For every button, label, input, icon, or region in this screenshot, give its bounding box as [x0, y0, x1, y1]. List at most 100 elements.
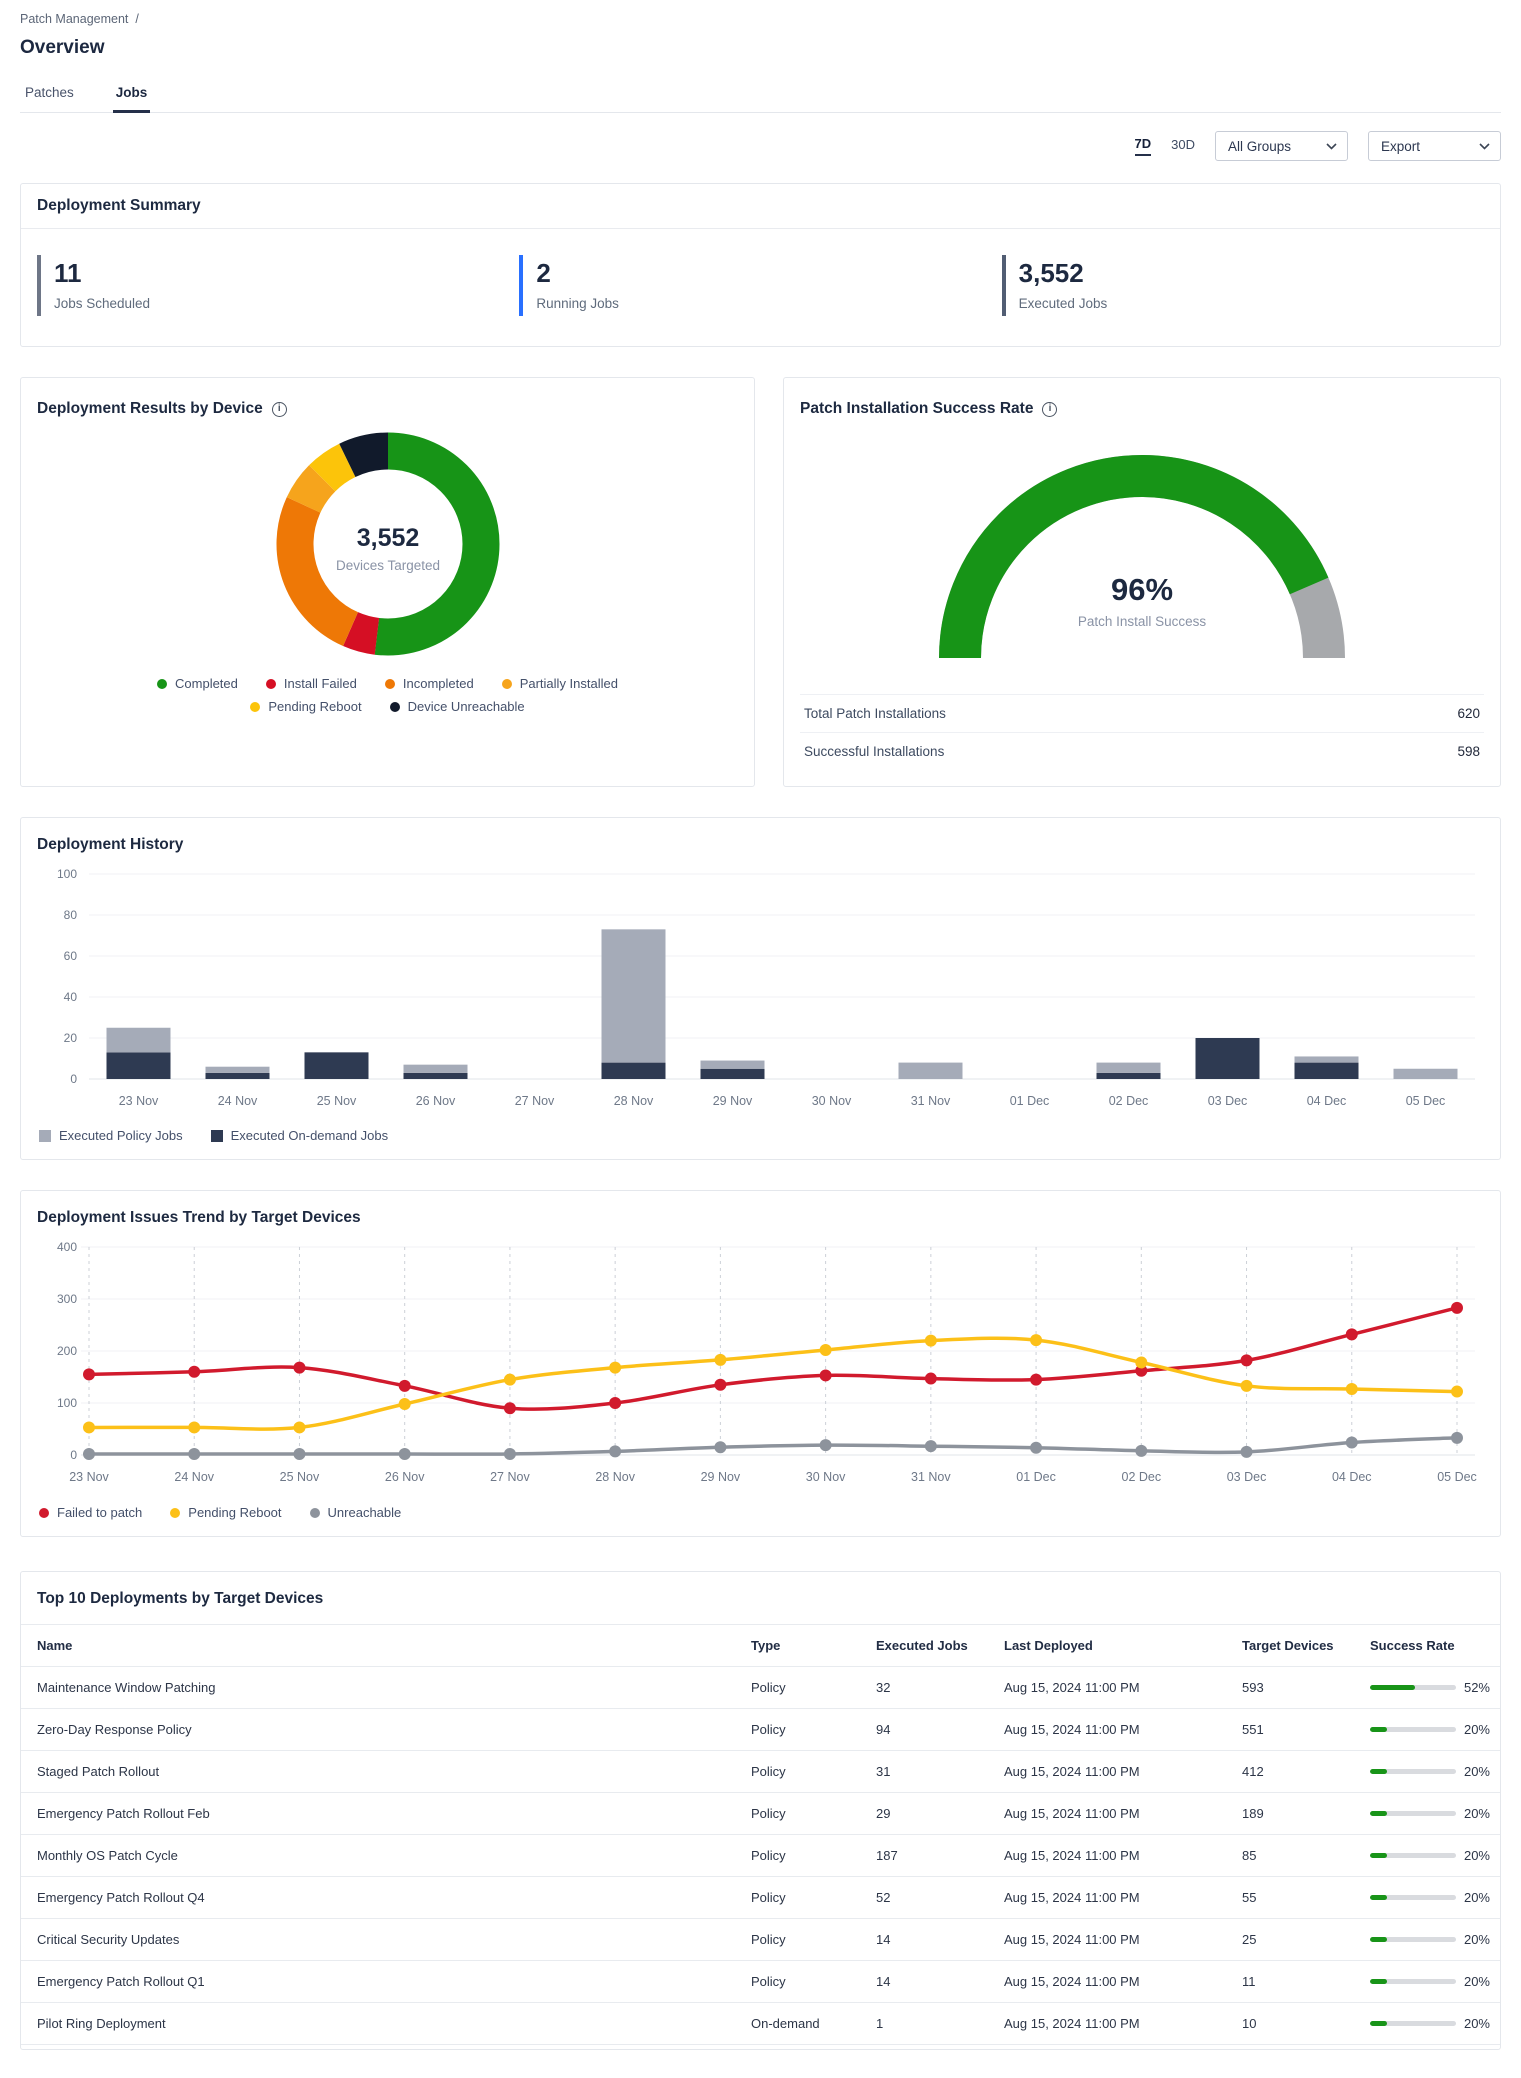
legend-item-install-failed[interactable]: Install Failed [265, 676, 357, 691]
table-row-emergency-patch-rollout-feb[interactable]: Emergency Patch Rollout Feb Policy 29 Aug 1… [21, 1793, 1500, 1835]
bar-25-nov-executed-on-demand-jobs[interactable] [304, 1052, 369, 1079]
legend-item-completed[interactable]: Completed [157, 676, 238, 691]
column-header-type[interactable]: Type [751, 1638, 781, 1653]
table-row-zero-day-response-policy[interactable]: Zero-Day Response Policy Policy 94 Aug 15, … [21, 1709, 1500, 1751]
bar-29-nov-executed-policy-jobs[interactable] [700, 1060, 765, 1069]
point-unreachable-24-nov[interactable] [188, 1447, 201, 1460]
point-pending-reboot-03-dec[interactable] [1240, 1379, 1253, 1392]
point-pending-reboot-24-nov[interactable] [188, 1421, 201, 1434]
point-failed-to-patch-05-dec[interactable] [1451, 1301, 1463, 1314]
point-pending-reboot-01-dec[interactable] [1030, 1334, 1043, 1347]
bar-04-dec-executed-on-demand-jobs[interactable] [1294, 1062, 1359, 1079]
point-failed-to-patch-30-nov[interactable] [819, 1369, 832, 1382]
donut-slice-incompleted[interactable] [272, 428, 504, 660]
bar-04-dec-executed-policy-jobs[interactable] [1294, 1056, 1359, 1063]
column-header-executed-jobs[interactable]: Executed Jobs [876, 1638, 968, 1653]
point-unreachable-30-nov[interactable] [819, 1439, 832, 1452]
table-row-staged-patch-rollout[interactable]: Staged Patch Rollout Policy 31 Aug 15, 2024… [21, 1751, 1500, 1793]
column-header-name[interactable]: Name [37, 1638, 73, 1653]
bar-28-nov-executed-policy-jobs[interactable] [601, 929, 666, 1063]
point-pending-reboot-26-nov[interactable] [398, 1398, 411, 1411]
info-icon[interactable]: i [271, 401, 287, 417]
point-pending-reboot-30-nov[interactable] [819, 1343, 832, 1356]
table-row-pilot-ring-deployment[interactable]: Pilot Ring Deployment On-demand 1 Aug 15, 2… [21, 2003, 1500, 2045]
point-failed-to-patch-01-dec[interactable] [1030, 1373, 1043, 1386]
breadcrumb-patch-management[interactable]: Patch Management [20, 12, 129, 26]
bar-24-nov-executed-on-demand-jobs[interactable] [205, 1072, 270, 1079]
tab-jobs[interactable]: Jobs [112, 85, 151, 113]
group-select[interactable]: All Groups [1215, 131, 1348, 161]
legend-item-incompleted[interactable]: Incompleted [384, 676, 474, 691]
point-failed-to-patch-02-dec[interactable] [1135, 1364, 1148, 1377]
tab-patches[interactable]: Patches [25, 85, 74, 100]
bar-05-dec-executed-policy-jobs[interactable] [1393, 1068, 1458, 1079]
point-failed-to-patch-31-nov[interactable] [924, 1372, 937, 1385]
point-unreachable-28-nov[interactable] [609, 1445, 622, 1458]
point-unreachable-04-dec[interactable] [1345, 1436, 1358, 1449]
column-header-last-deployed[interactable]: Last Deployed [1004, 1638, 1093, 1653]
bar-02-dec-executed-on-demand-jobs[interactable] [1096, 1072, 1161, 1079]
point-pending-reboot-28-nov[interactable] [609, 1361, 622, 1374]
bar-26-nov-executed-policy-jobs[interactable] [403, 1064, 468, 1073]
donut-slice-pending-reboot[interactable] [272, 428, 504, 660]
column-header-success-rate[interactable]: Success Rate [1370, 1638, 1455, 1653]
point-pending-reboot-23-nov[interactable] [83, 1421, 95, 1434]
bar-24-nov-executed-policy-jobs[interactable] [205, 1066, 270, 1073]
point-unreachable-03-dec[interactable] [1240, 1445, 1253, 1458]
legend-item-pending-reboot[interactable]: Pending Reboot [170, 1505, 282, 1520]
point-unreachable-23-nov[interactable] [83, 1447, 95, 1460]
point-failed-to-patch-29-nov[interactable] [714, 1378, 727, 1391]
point-failed-to-patch-03-dec[interactable] [1240, 1354, 1253, 1367]
table-row-monthly-os-patch-cycle[interactable]: Monthly OS Patch Cycle Policy 187 Aug 15, 2… [21, 1835, 1500, 1877]
point-unreachable-29-nov[interactable] [714, 1441, 727, 1454]
point-failed-to-patch-04-dec[interactable] [1345, 1328, 1358, 1341]
column-header-target-devices[interactable]: Target Devices [1242, 1638, 1334, 1653]
point-pending-reboot-31-nov[interactable] [924, 1334, 937, 1347]
point-unreachable-01-dec[interactable] [1030, 1441, 1043, 1454]
point-pending-reboot-04-dec[interactable] [1345, 1382, 1358, 1395]
point-pending-reboot-02-dec[interactable] [1135, 1356, 1148, 1369]
table-row-critical-security-updates[interactable]: Critical Security Updates Policy 14 Aug 15,… [21, 1919, 1500, 1961]
point-pending-reboot-29-nov[interactable] [714, 1353, 727, 1366]
point-failed-to-patch-23-nov[interactable] [83, 1368, 95, 1381]
bar-02-dec-executed-policy-jobs[interactable] [1096, 1062, 1161, 1073]
point-failed-to-patch-24-nov[interactable] [188, 1365, 201, 1378]
point-unreachable-26-nov[interactable] [398, 1447, 411, 1460]
export-select[interactable]: Export [1368, 131, 1501, 161]
bar-29-nov-executed-on-demand-jobs[interactable] [700, 1068, 765, 1079]
table-row-emergency-patch-rollout-q1[interactable]: Emergency Patch Rollout Q1 Policy 14 Aug 15… [21, 1961, 1500, 2003]
table-row-maintenance-window-patching[interactable]: Maintenance Window Patching Policy 32 Aug 1… [21, 1667, 1500, 1709]
point-failed-to-patch-26-nov[interactable] [398, 1379, 411, 1392]
point-unreachable-27-nov[interactable] [503, 1447, 516, 1460]
legend-item-device-unreachable[interactable]: Device Unreachable [389, 699, 525, 714]
point-unreachable-05-dec[interactable] [1451, 1431, 1463, 1444]
donut-slice-completed[interactable] [276, 432, 499, 656]
point-pending-reboot-27-nov[interactable] [503, 1373, 516, 1386]
point-pending-reboot-05-dec[interactable] [1451, 1385, 1463, 1398]
point-pending-reboot-25-nov[interactable] [293, 1421, 306, 1434]
cell-type: Policy [751, 1848, 786, 1863]
bar-26-nov-executed-on-demand-jobs[interactable] [403, 1072, 468, 1079]
donut-slice-device-unreachable[interactable] [272, 428, 504, 660]
point-unreachable-25-nov[interactable] [293, 1447, 306, 1460]
legend-item-executed-on-demand-jobs[interactable]: Executed On-demand Jobs [210, 1128, 388, 1143]
range-30d-button[interactable]: 30D [1171, 137, 1195, 152]
legend-item-failed-to-patch[interactable]: Failed to patch [39, 1505, 142, 1520]
bar-28-nov-executed-on-demand-jobs[interactable] [601, 1062, 666, 1079]
point-unreachable-31-nov[interactable] [924, 1440, 937, 1453]
legend-item-unreachable[interactable]: Unreachable [309, 1505, 401, 1520]
info-icon[interactable]: i [1042, 401, 1058, 417]
bar-23-nov-executed-on-demand-jobs[interactable] [106, 1052, 171, 1079]
legend-item-partially-installed[interactable]: Partially Installed [501, 676, 618, 691]
point-failed-to-patch-25-nov[interactable] [293, 1361, 306, 1374]
bar-03-dec-executed-on-demand-jobs[interactable] [1195, 1038, 1260, 1079]
bar-23-nov-executed-policy-jobs[interactable] [106, 1027, 171, 1053]
legend-item-pending-reboot[interactable]: Pending Reboot [250, 699, 362, 714]
range-7d-button[interactable]: 7D [1134, 136, 1152, 156]
point-failed-to-patch-28-nov[interactable] [609, 1397, 622, 1409]
table-row-emergency-patch-rollout-q4[interactable]: Emergency Patch Rollout Q4 Policy 52 Aug 15… [21, 1877, 1500, 1919]
legend-item-executed-policy-jobs[interactable]: Executed Policy Jobs [39, 1128, 183, 1143]
point-failed-to-patch-27-nov[interactable] [503, 1402, 516, 1415]
bar-31-nov-executed-policy-jobs[interactable] [898, 1062, 963, 1079]
point-unreachable-02-dec[interactable] [1135, 1444, 1148, 1457]
